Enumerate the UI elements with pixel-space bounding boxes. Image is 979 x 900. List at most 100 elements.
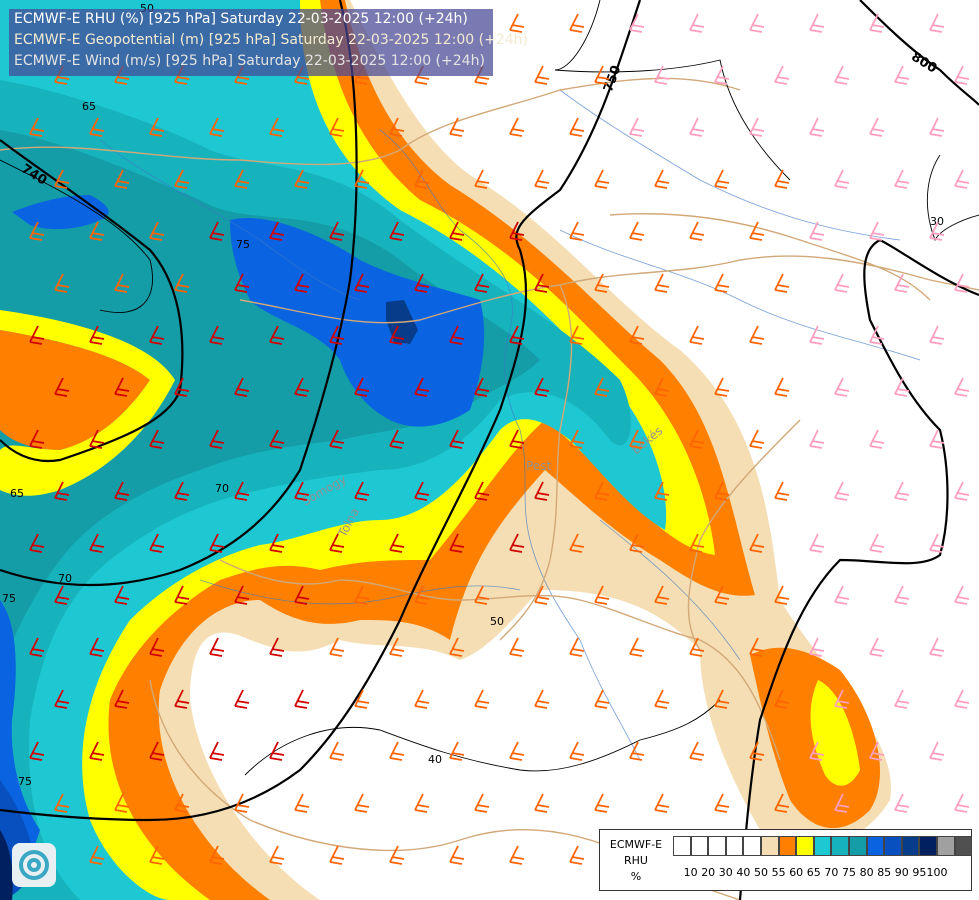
wind-barb	[834, 273, 850, 293]
wind-barb	[114, 481, 130, 501]
wind-barb	[594, 377, 610, 397]
wind-barb	[114, 689, 130, 709]
title-box: ECMWF-E RHU (%) [925 hPa] Saturday 22-03…	[9, 9, 529, 76]
wind-barb	[569, 325, 585, 345]
wind-barb	[774, 377, 790, 397]
wind-barb	[149, 845, 165, 865]
wind-barb	[774, 793, 790, 813]
wind-barb	[174, 793, 190, 813]
wind-barb	[89, 117, 105, 137]
wind-barb	[654, 377, 670, 397]
wind-barb	[654, 169, 670, 189]
wind-barb	[89, 221, 105, 241]
wind-barb	[389, 117, 405, 137]
wind-barb	[269, 221, 285, 241]
wind-barb	[269, 429, 285, 449]
label-wind-30: 30	[930, 215, 944, 228]
wind-barb	[414, 273, 430, 293]
wind-barb	[294, 481, 310, 501]
wind-barb	[54, 273, 70, 293]
wind-barb	[774, 689, 790, 709]
wind-barb	[954, 585, 970, 605]
wind-barb	[629, 13, 645, 33]
wind-barb	[834, 65, 850, 85]
wind-barb	[414, 481, 430, 501]
wind-barb	[209, 117, 225, 137]
wind-barb	[149, 117, 165, 137]
legend-tick: 100	[926, 866, 948, 879]
wind-barb	[774, 169, 790, 189]
wind-barb	[474, 169, 490, 189]
wind-barb	[234, 169, 250, 189]
legend-swatch	[919, 836, 937, 856]
wind-barb	[629, 325, 645, 345]
legend-tick: 50	[754, 866, 768, 879]
wind-barb	[354, 793, 370, 813]
wind-barb	[414, 169, 430, 189]
wind-barb	[29, 741, 45, 761]
wind-barb	[389, 533, 405, 553]
wind-barb	[594, 689, 610, 709]
wind-barb	[269, 533, 285, 553]
wind-barb	[149, 429, 165, 449]
rhu-band-65d	[810, 680, 860, 786]
wind-barb	[329, 325, 345, 345]
wind-barb	[449, 221, 465, 241]
wind-barb	[354, 689, 370, 709]
label-rhu-65b: 65	[10, 487, 24, 500]
wind-barb	[869, 429, 885, 449]
wind-barb	[809, 221, 825, 241]
wind-barb	[149, 221, 165, 241]
wind-barb	[714, 377, 730, 397]
wind-barb	[269, 845, 285, 865]
wind-barb	[389, 325, 405, 345]
wind-barb	[269, 117, 285, 137]
wind-barbs	[29, 13, 970, 865]
wind-barb	[749, 221, 765, 241]
wind-barb	[869, 13, 885, 33]
wind-barb	[954, 273, 970, 293]
wind-barb	[54, 481, 70, 501]
wind-barb	[54, 793, 70, 813]
wind-barb	[509, 221, 525, 241]
wind-barb	[29, 325, 45, 345]
wind-barb	[509, 845, 525, 865]
wind-barb	[894, 585, 910, 605]
label-800: 800	[908, 49, 939, 76]
wind-barb	[569, 533, 585, 553]
wind-barb	[389, 637, 405, 657]
wind-barb	[749, 741, 765, 761]
wind-barb	[174, 169, 190, 189]
rhu-fill-layer	[0, 0, 891, 900]
wind-barb	[929, 13, 945, 33]
wind-barb	[534, 169, 550, 189]
wind-barb	[509, 325, 525, 345]
rhu-band-80b	[12, 195, 109, 230]
wind-barb	[569, 741, 585, 761]
wind-barb	[209, 845, 225, 865]
legend-tick: 65	[806, 866, 821, 879]
wind-barb	[869, 637, 885, 657]
wind-barb	[809, 637, 825, 657]
wind-barb	[594, 273, 610, 293]
legend-model: ECMWF-E	[609, 838, 663, 851]
wind-barb	[29, 221, 45, 241]
isohypse-740	[0, 139, 184, 463]
title-geopotential: ECMWF-E Geopotential (m) [925 hPa] Satur…	[14, 32, 529, 48]
wind-barb	[629, 637, 645, 657]
legend-swatch	[796, 836, 814, 856]
wind-barb	[234, 377, 250, 397]
label-rhu-75b: 75	[2, 592, 16, 605]
legend-swatch	[690, 836, 709, 856]
wind-barb	[749, 429, 765, 449]
wind-barb	[89, 325, 105, 345]
legend-title: ECMWF-E RHU %	[603, 837, 669, 885]
label-rhu-75c: 75	[18, 775, 32, 788]
wind-barb	[689, 741, 705, 761]
place-pest: Pest	[526, 459, 551, 473]
wind-barb	[329, 637, 345, 657]
wind-barb	[749, 117, 765, 137]
legend-tick: 40	[736, 866, 751, 879]
wind-barb	[809, 117, 825, 137]
wind-barb	[534, 481, 550, 501]
